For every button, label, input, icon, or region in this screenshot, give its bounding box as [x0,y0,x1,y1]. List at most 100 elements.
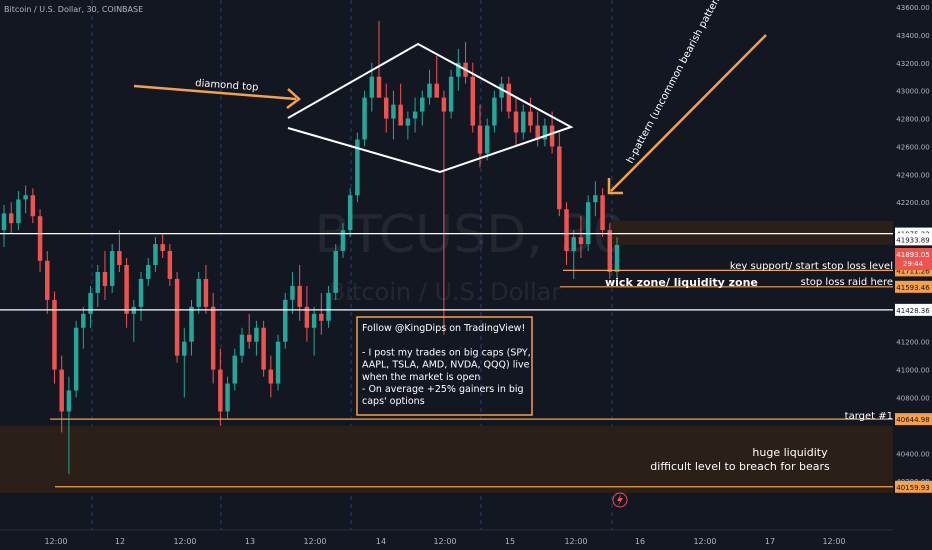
candle-body [167,251,173,279]
promo-line: AAPL, TSLA, AMD, NVDA, QQQ) live [362,360,530,371]
watermark-name: Bitcoin / U.S. Dollar [329,278,562,306]
candle-body [254,327,259,342]
promo-line: Follow @KingDips on TradingView! [362,323,525,334]
price-tick-label: 40800.00 [896,395,929,403]
level-badge-lower-white [895,303,932,316]
level-lines [0,232,893,488]
candle-body [434,83,439,98]
candle-body [593,195,598,203]
current-price-badge: 41893.05 29:44 [895,248,932,270]
candle-body [275,341,281,384]
candle-body [182,341,187,356]
candle-body [369,76,375,98]
promo-line: caps' options [362,396,425,407]
candle-body [362,97,367,140]
price-tick-label: 41200.00 [896,339,929,347]
candle-body [196,278,201,307]
candle-body [8,213,14,224]
time-tick-label: 12:00 [822,537,845,546]
price-tick-label: 40400.00 [896,450,929,458]
candle-body [30,195,36,217]
time-tick-label: 13 [245,537,255,546]
candle-body [23,195,28,200]
candle-body [355,139,360,196]
target-label: target #1 [845,411,893,422]
candle-body [45,260,50,300]
diamond-top-label: diamond top [195,78,259,93]
lightning-icon[interactable] [612,492,628,508]
time-tick-label: 12:00 [564,537,587,546]
price-tick-label: 43000.00 [896,88,929,96]
candle-body [290,285,295,300]
candle-body [117,251,122,265]
candle-body [564,209,569,252]
candle-body [470,76,476,126]
candle-body [391,104,396,119]
candle-body [232,355,238,384]
candle-body [499,83,504,98]
candle-body [153,244,158,265]
level-badge-label: 41428.36 [896,307,930,315]
promo-line: - I post my trades on big caps (SPY, [362,347,531,358]
candle-body [326,292,331,321]
candle-body [340,230,346,252]
candle-body [174,278,180,356]
candle-body [160,244,165,252]
diamond-arrow-head [286,88,301,109]
candle-body [333,251,338,293]
candle-body [203,278,209,307]
candle-body [138,278,144,307]
time-tick-label: 12:00 [693,537,716,546]
candle-body [549,125,555,147]
level-badge-stop-loss [895,280,932,293]
candle-body [145,265,151,279]
candle-body [218,369,223,412]
wick-zone-label: wick zone/ liquidity zone [605,276,758,289]
price-tick-label: 43600.00 [896,4,929,12]
price-axis[interactable]: 41975.2241933.8941711.2641593.4641428.36… [895,4,932,493]
candle-body [189,306,194,342]
candle-body [297,285,302,307]
price-tick-label: 42800.00 [896,116,929,124]
candle-body [376,76,382,98]
level-badge-label: 41593.46 [896,284,930,292]
time-tick-label: 12:00 [303,537,326,546]
candle-body [600,195,605,231]
promo-box [356,316,533,416]
stop-loss-raid-label: stop loss raid here [801,277,893,288]
time-tick-label: 12 [115,537,125,546]
time-tick-label: 12:00 [44,537,67,546]
candles [1,20,620,475]
candle-body [102,271,108,286]
time-tick-label: 14 [376,537,386,546]
candle-body [535,125,540,140]
candle-body [304,306,310,328]
time-tick-label: 17 [765,537,775,546]
candle-body [383,97,389,119]
price-tick-label: 42200.00 [896,199,929,207]
candle-body [81,313,86,328]
candle-body [528,111,533,126]
time-axis[interactable]: 12:00 12 12:00 13 12:00 14 12:00 15 12:00 16 12:00… [44,537,845,546]
h-pattern-arrow-line [610,34,767,192]
candle-body [109,251,115,286]
price-tick-label: 40200.00 [896,478,929,486]
candle-body [347,195,353,231]
candle-body [492,97,497,126]
candle-body [441,97,447,112]
promo-text: Follow @KingDips on TradingView! - I post… [362,323,531,407]
huge-liquidity-zone [0,426,893,493]
candle-body [319,313,324,321]
key-support-label: key support/ start stop loss level [730,261,893,272]
watermark-ticker: BTCUSD, 30 [314,205,625,265]
candle-body [311,313,317,328]
candle-body [16,199,21,224]
candle-body [1,213,7,231]
candle-body [283,299,288,342]
level-badge-label: 41933.89 [896,236,929,244]
promo-line: when the market is open [362,372,480,383]
symbol-header: Bitcoin / U.S. Dollar, 30, COINBASE [4,5,143,14]
candle-body [542,125,548,140]
breach-level-label: difficult level to breach for bears [650,460,830,473]
